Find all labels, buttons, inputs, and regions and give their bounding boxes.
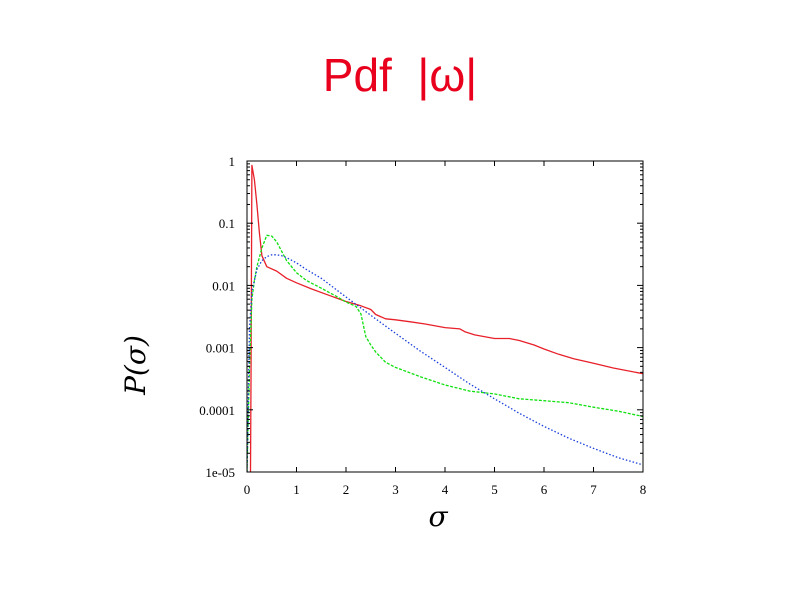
x-tick-label: 4	[442, 482, 449, 497]
plot-frame	[246, 160, 644, 473]
x-tick-label: 3	[392, 482, 399, 497]
x-axis-label: σ	[428, 500, 448, 533]
x-tick-label: 5	[491, 482, 498, 497]
axis-layer: 0 1 2 3 4 5 6 7 8 1 0.1 0.01 0.001 0.0001 1e-05	[199, 154, 646, 497]
series-line-2	[247, 234, 643, 472]
series-line-1	[249, 164, 643, 472]
x-tick-label: 6	[541, 482, 548, 497]
y-tick-label: 0.01	[212, 278, 235, 293]
x-tick-label: 2	[343, 482, 350, 497]
slide-title: Pdf |ω|	[322, 49, 478, 101]
y-axis-label: P(σ)	[119, 335, 152, 396]
x-tick-label: 0	[244, 482, 251, 497]
y-tick-label: 1	[229, 154, 236, 169]
series-layer	[247, 164, 643, 472]
series-line-3	[247, 254, 643, 472]
y-tick-label: 0.1	[219, 216, 235, 231]
x-tick-label: 1	[293, 482, 300, 497]
x-tick-label: 7	[590, 482, 597, 497]
y-tick-label: 0.001	[206, 341, 235, 356]
y-tick-label: 1e-05	[205, 465, 235, 480]
y-tick-label: 0.0001	[199, 403, 235, 418]
x-tick-label: 8	[640, 482, 647, 497]
